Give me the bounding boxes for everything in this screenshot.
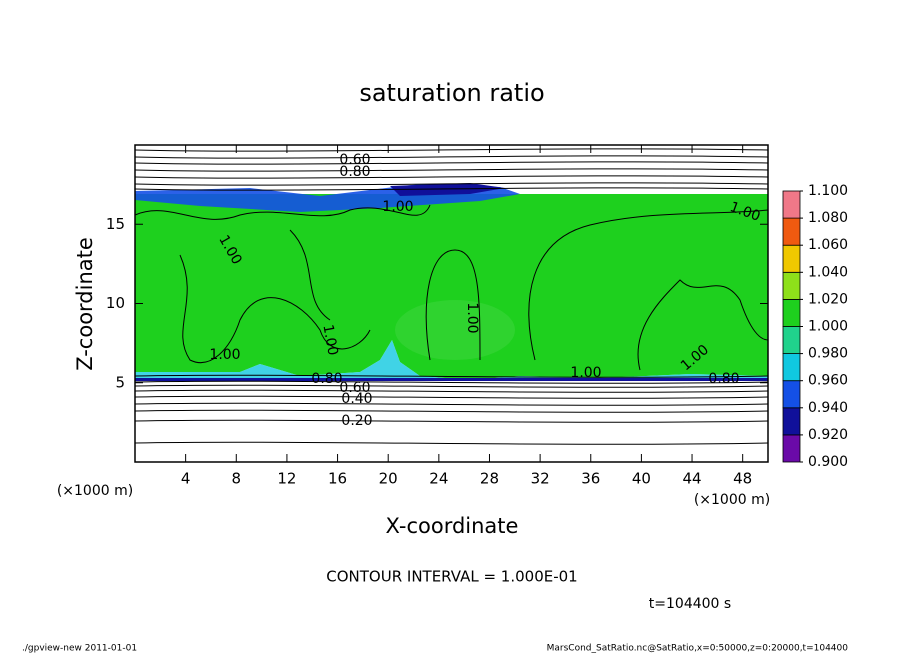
x-tick-label: 40 — [632, 470, 651, 488]
contour-line — [425, 249, 481, 361]
x-unit-label: (×1000 m) — [694, 492, 770, 508]
contour-line — [134, 389, 769, 393]
contour-line — [134, 380, 769, 384]
colorbar-tick-label: 1.100 — [808, 183, 848, 199]
colorbar-tick-label: 0.940 — [808, 400, 848, 416]
contour-label: 1.00 — [209, 347, 240, 363]
colorbar-tick-label: 0.960 — [808, 373, 848, 389]
x-tick-label: 44 — [682, 470, 701, 488]
contour-line — [637, 279, 769, 371]
contour-label: 1.00 — [382, 199, 413, 215]
contour-label: 0.60 — [339, 380, 370, 396]
colorbar-tick-label: 0.920 — [808, 427, 848, 443]
x-tick-label: 12 — [277, 470, 296, 488]
colorbar-band — [782, 271, 801, 300]
colorbar-band — [782, 326, 801, 355]
time-label: t=104400 s — [649, 596, 731, 612]
colorbar-band — [782, 380, 801, 409]
contour-line — [134, 161, 769, 165]
contour-line — [134, 182, 769, 186]
contour-line — [289, 229, 331, 321]
footer-left: ./gpview-new 2011-01-01 — [22, 644, 137, 654]
contour-label: 0.80 — [708, 371, 739, 387]
y-unit-label: (×1000 m) — [57, 483, 133, 499]
colorbar-band — [782, 407, 801, 436]
contour-line — [134, 148, 769, 152]
colorbar-band — [782, 217, 801, 246]
colorbar-tick-label: 0.900 — [808, 454, 848, 470]
colorbar-band — [782, 353, 801, 382]
contour-line — [134, 187, 769, 191]
contour-label: 0.20 — [341, 413, 372, 429]
contour-interval: CONTOUR INTERVAL = 1.000E-01 — [326, 568, 577, 586]
y-tick-label: 15 — [106, 215, 125, 233]
contour-line — [134, 409, 769, 413]
colorbar-band — [782, 190, 801, 219]
contour-label: 0.40 — [341, 391, 372, 407]
x-tick-label: 16 — [328, 470, 347, 488]
x-tick-label: 20 — [379, 470, 398, 488]
colorbar-tick-label: 1.020 — [808, 291, 848, 307]
contour-line — [134, 402, 769, 406]
colorbar-band — [782, 298, 801, 327]
footer-right: MarsCond_SatRatio.nc@SatRatio,x=0:50000,… — [547, 644, 849, 654]
subsat-core-bottom — [135, 378, 768, 381]
contour-label: 1.00 — [319, 323, 340, 356]
x-tick-label: 4 — [181, 470, 191, 488]
x-tick-label: 48 — [733, 470, 752, 488]
y-axis-label: Z-coordinate — [73, 237, 97, 371]
colorbar-tick-label: 1.080 — [808, 210, 848, 226]
contour-line — [134, 419, 769, 423]
y-tick-label: 10 — [106, 294, 125, 312]
contour-line — [134, 374, 769, 378]
x-axis-label: X-coordinate — [386, 514, 519, 538]
slight-supersat — [395, 300, 515, 360]
contour-label: 0.60 — [339, 152, 370, 168]
subsat-core — [390, 183, 505, 196]
contour-line — [134, 441, 769, 445]
colorbar-tick-label: 1.040 — [808, 264, 848, 280]
contour-label: 1.00 — [570, 365, 601, 381]
x-tick-label: 24 — [429, 470, 448, 488]
contour-label: 1.00 — [464, 302, 480, 333]
colorbar-tick-label: 0.980 — [808, 346, 848, 362]
contour-line — [134, 204, 431, 220]
x-tick-label: 32 — [531, 470, 550, 488]
y-tick-label: 5 — [115, 373, 125, 391]
contour-line — [134, 395, 769, 399]
chart-title: saturation ratio — [359, 79, 544, 107]
contour-label: 0.80 — [339, 164, 370, 180]
contour-line — [134, 384, 769, 388]
contour-line — [134, 168, 769, 172]
colorbar-band — [782, 434, 801, 463]
colorbar-tick-label: 1.060 — [808, 237, 848, 253]
contour-line — [134, 155, 769, 159]
saturated-region — [135, 194, 768, 380]
contour-line — [134, 175, 769, 179]
contour-line — [179, 254, 371, 364]
colorbar-band — [782, 244, 801, 273]
contour-label: 0.80 — [311, 371, 342, 387]
x-tick-label: 8 — [232, 470, 242, 488]
colorbar-tick-label: 1.000 — [808, 319, 848, 335]
x-tick-label: 28 — [480, 470, 499, 488]
x-tick-label: 36 — [581, 470, 600, 488]
contour-line — [528, 209, 769, 361]
